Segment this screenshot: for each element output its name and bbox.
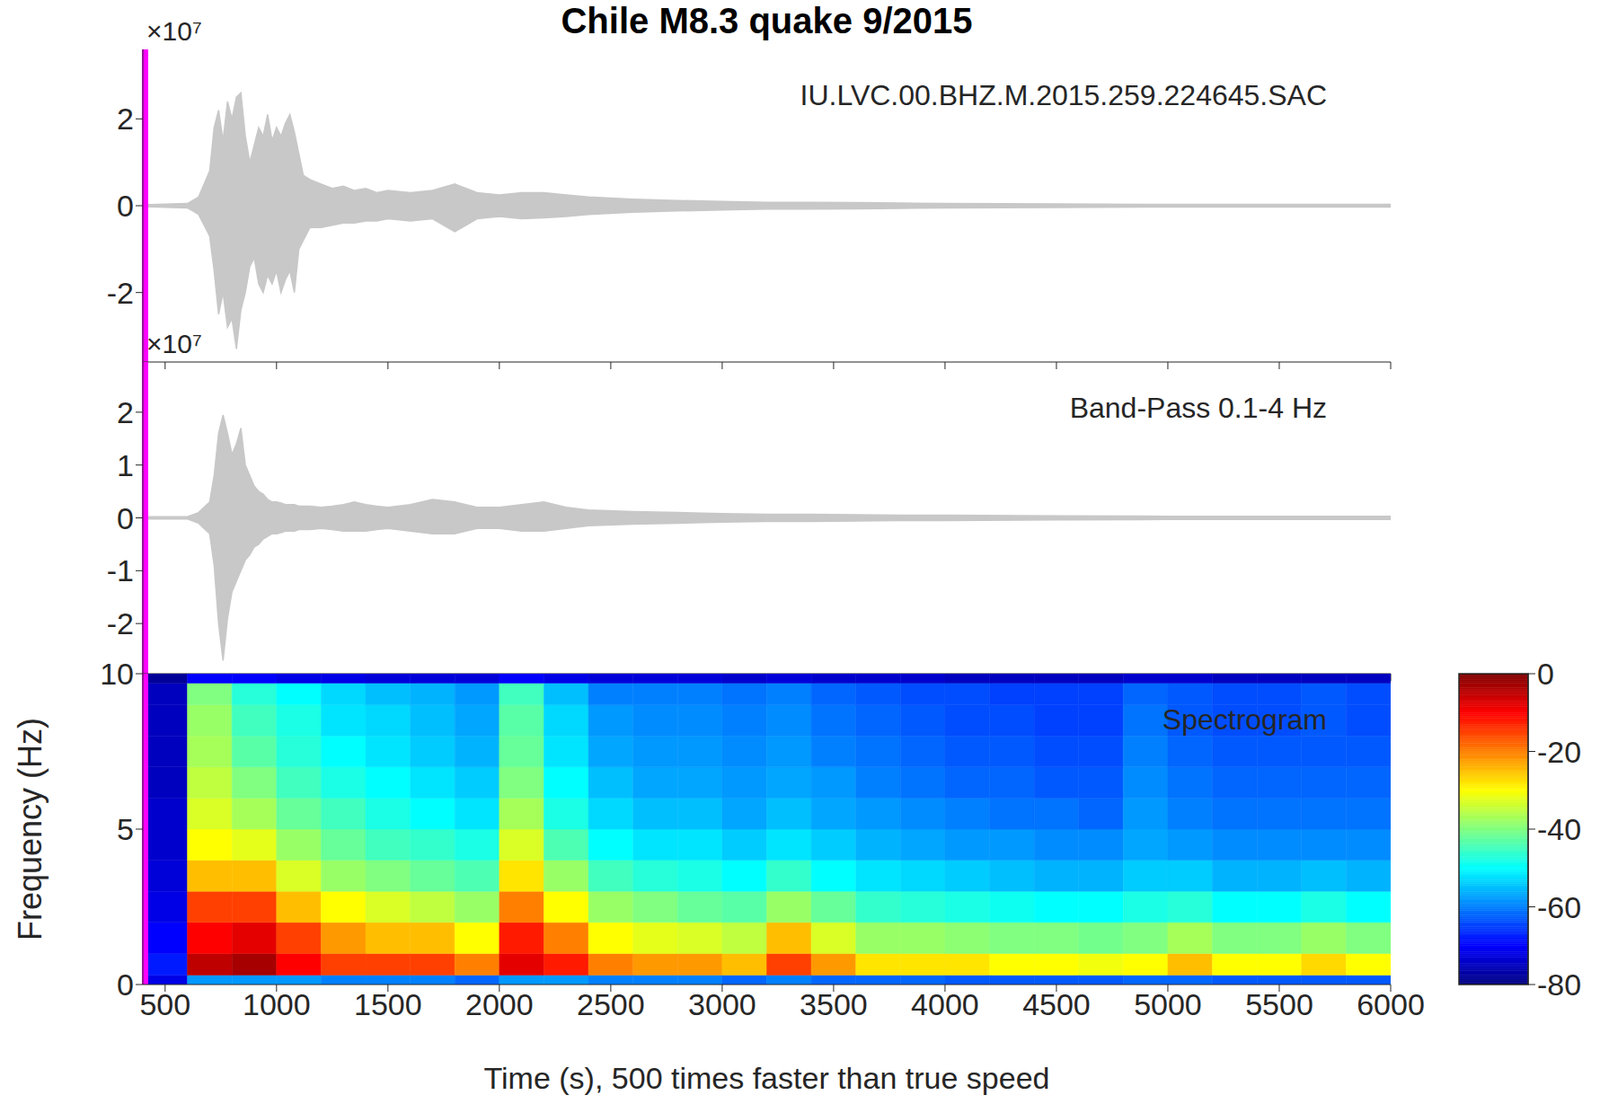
svg-text:4500: 4500 — [1022, 987, 1091, 1022]
svg-text:0: 0 — [1537, 656, 1555, 691]
svg-text:1: 1 — [116, 448, 134, 483]
html-text:×10⁷: ×10⁷ — [146, 16, 202, 46]
svg-text:3000: 3000 — [688, 987, 757, 1022]
svg-text:3500: 3500 — [799, 987, 868, 1022]
svg-text:5: 5 — [116, 812, 134, 847]
svg-text:-20: -20 — [1537, 734, 1582, 770]
svg-text:0: 0 — [116, 967, 134, 1002]
html-text:IU.LVC.00.BHZ.M.2015.259.22464: IU.LVC.00.BHZ.M.2015.259.224645.SAC — [800, 79, 1327, 112]
svg-text:1500: 1500 — [353, 987, 423, 1022]
svg-text:2500: 2500 — [576, 987, 646, 1022]
svg-text:6000: 6000 — [1356, 987, 1425, 1022]
svg-text:-40: -40 — [1537, 812, 1582, 847]
svg-text:1000: 1000 — [242, 987, 311, 1022]
svg-text:0: 0 — [116, 501, 134, 536]
svg-text:-1: -1 — [106, 553, 134, 588]
svg-text:2: 2 — [116, 101, 134, 136]
html-text:×10⁷: ×10⁷ — [146, 328, 202, 359]
svg-text:5000: 5000 — [1133, 987, 1203, 1022]
svg-text:-2: -2 — [106, 606, 134, 641]
html-text:Time (s), 500 times faster tha: Time (s), 500 times faster than true spe… — [483, 1060, 1050, 1096]
svg-text:-80: -80 — [1537, 967, 1582, 1002]
svg-text:2: 2 — [116, 395, 134, 430]
svg-text:500: 500 — [139, 987, 191, 1022]
html-text:Band-Pass 0.1-4 Hz: Band-Pass 0.1-4 Hz — [1069, 391, 1327, 425]
html-text:Spectrogram: Spectrogram — [1162, 703, 1327, 736]
svg-text:10: 10 — [99, 656, 134, 691]
svg-text:-60: -60 — [1537, 890, 1582, 925]
svg-text:2000: 2000 — [465, 987, 534, 1022]
svg-text:5500: 5500 — [1245, 987, 1314, 1022]
svg-text:4000: 4000 — [910, 987, 980, 1022]
svg-text:-2: -2 — [106, 275, 134, 310]
html-text:Chile M8.3 quake 9/2015: Chile M8.3 quake 9/2015 — [561, 0, 973, 41]
html-text:Frequency (Hz): Frequency (Hz) — [11, 717, 49, 941]
svg-text:0: 0 — [116, 188, 134, 223]
